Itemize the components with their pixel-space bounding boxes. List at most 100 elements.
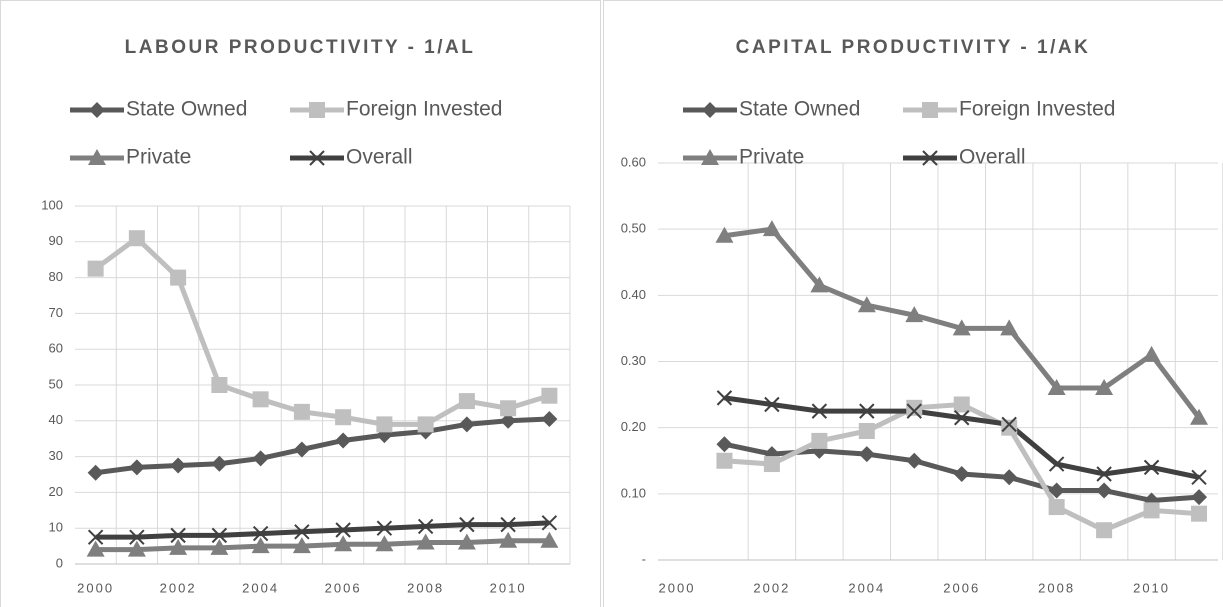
legend-label: Overall [346,146,413,169]
y-tick-label: 60 [49,341,63,356]
marker [335,522,351,538]
marker [906,399,923,416]
marker [170,269,187,286]
legend-label: State Owned [126,98,247,121]
marker [716,390,733,406]
series-line [95,538,550,553]
marker [952,319,971,336]
marker [170,457,187,474]
x-tick-label: 2004 [242,580,279,595]
marker [540,531,559,548]
chart-title: LABOUR PRODUCTIVITY - 1/AL [125,37,476,58]
marker [211,455,228,472]
marker [858,422,875,439]
x-tick-label: 2010 [1133,580,1170,595]
legend-label: Overall [959,146,1026,169]
y-tick-label: 0.40 [621,287,646,302]
legend-label: Foreign Invested [959,98,1115,121]
marker [334,535,353,552]
y-tick-label: 40 [49,412,63,427]
marker [1047,378,1066,395]
marker [88,149,106,165]
marker [89,102,105,118]
marker [252,450,269,467]
marker [764,396,780,413]
marker [169,538,188,555]
x-tick-label: 2008 [407,580,444,595]
marker [458,393,475,410]
marker [252,391,269,408]
marker [211,527,228,544]
marker [922,150,938,166]
marker [922,102,938,118]
x-tick-label: 2008 [1038,580,1075,595]
marker [417,518,434,535]
marker [1191,489,1208,506]
marker [500,400,517,417]
y-tick-label: - [642,551,646,566]
marker [1191,469,1207,485]
y-tick-label: 20 [49,484,63,499]
marker [87,529,104,545]
marker [500,516,516,533]
marker [128,459,145,476]
x-tick-label: 2006 [943,580,980,595]
y-tick-label: 0.10 [621,485,646,500]
marker [294,524,310,540]
marker [541,515,558,531]
series-line [95,520,550,540]
x-tick-label: 2004 [848,580,885,595]
marker [1191,505,1208,522]
marker [1048,482,1065,499]
marker [128,230,145,247]
marker [716,436,733,453]
marker [905,306,924,323]
marker [335,409,352,426]
y-tick-label: 10 [49,520,63,535]
x-tick-label: 2002 [160,580,197,595]
legend-label: Private [126,146,191,169]
marker [954,410,970,426]
marker [293,403,310,420]
x-tick-label: 2000 [77,580,114,595]
y-tick-label: 80 [49,269,63,284]
marker [906,452,923,469]
marker [500,412,517,429]
marker [127,540,146,557]
marker [811,403,828,419]
marker [1142,345,1161,362]
marker [701,149,719,165]
marker [376,416,393,433]
marker [716,452,733,469]
y-tick-label: 0.20 [621,419,646,434]
marker [1190,408,1209,425]
marker [1000,319,1019,336]
marker [1001,419,1018,436]
marker [810,276,829,293]
marker [906,403,922,419]
marker [953,396,970,413]
marker [417,416,434,433]
marker [252,525,269,542]
marker [335,432,352,449]
x-tick-label: 2000 [659,580,696,595]
marker [702,102,718,118]
marker [859,403,875,419]
marker [458,416,475,433]
marker [541,387,558,404]
marker [251,537,270,554]
marker [953,465,970,482]
legend-label: Private [739,146,804,169]
x-tick-label: 2002 [753,580,790,595]
marker [1048,456,1065,472]
marker [541,411,558,428]
marker [1095,378,1114,395]
marker [211,377,228,393]
panel-border [0,0,601,607]
y-tick-label: 0.30 [621,353,646,368]
marker [1001,469,1018,486]
marker [210,538,229,555]
marker [811,432,828,449]
marker [292,537,311,554]
